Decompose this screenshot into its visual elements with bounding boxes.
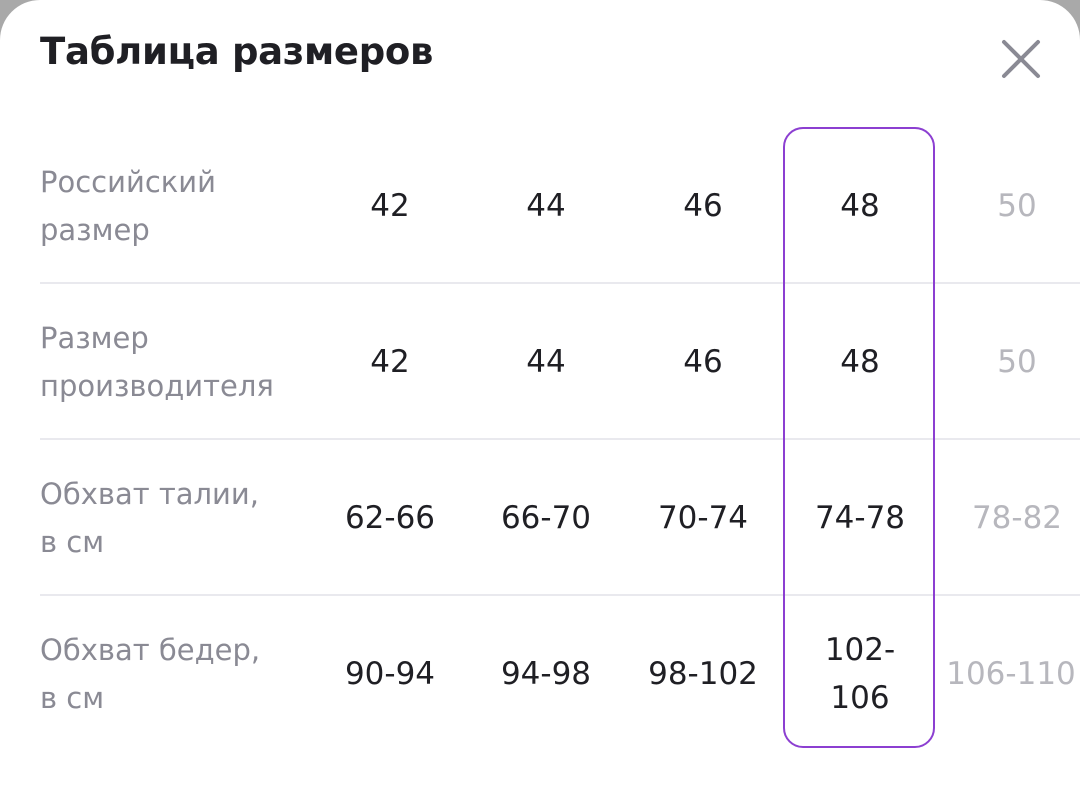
size-table: Российский размер 42 44 46 48 50 Размер …	[0, 128, 1080, 752]
table-cell[interactable]: 46	[683, 344, 723, 380]
table-cell[interactable]: 46	[683, 188, 723, 224]
table-cell-selected[interactable]: 48	[840, 188, 880, 224]
table-cell[interactable]: 90-94	[344, 656, 436, 692]
row-divider	[40, 438, 1080, 440]
close-button[interactable]	[996, 34, 1046, 84]
selected-size-column[interactable]	[783, 127, 935, 748]
table-cell-selected[interactable]: 102- 106	[824, 632, 896, 716]
row-label: Обхват бедер, в см	[40, 633, 261, 715]
row-divider	[40, 282, 1080, 284]
row-divider	[40, 594, 1080, 596]
table-cell[interactable]: 50	[997, 344, 1037, 380]
table-cell[interactable]: 44	[526, 344, 566, 380]
row-label: Размер производителя	[40, 321, 274, 403]
table-cell-selected[interactable]: 48	[840, 344, 880, 380]
modal-title: Таблица размеров	[40, 30, 434, 73]
table-row-russian-size: Российский размер 42 44 46 48 50	[0, 128, 1080, 284]
table-cell[interactable]: 62-66	[344, 500, 436, 536]
table-cell[interactable]: 98-102	[648, 656, 758, 692]
table-cell[interactable]: 66-70	[500, 500, 592, 536]
table-cell[interactable]: 44	[526, 188, 566, 224]
row-label: Обхват талии, в см	[40, 477, 259, 559]
table-row-hips: Обхват бедер, в см 90-94 94-98 98-102 10…	[0, 596, 1080, 752]
close-icon	[1002, 40, 1040, 78]
table-cell-selected[interactable]: 74-78	[814, 500, 906, 536]
table-cell[interactable]: 50	[997, 188, 1037, 224]
table-cell[interactable]: 94-98	[500, 656, 592, 692]
table-cell[interactable]: 42	[370, 344, 410, 380]
table-cell[interactable]: 106-110	[946, 656, 1076, 692]
table-cell[interactable]: 78-82	[971, 500, 1063, 536]
table-cell[interactable]: 70-74	[657, 500, 749, 536]
row-label: Российский размер	[40, 165, 216, 247]
table-row-waist: Обхват талии, в см 62-66 66-70 70-74 74-…	[0, 440, 1080, 596]
table-cell[interactable]: 42	[370, 188, 410, 224]
table-row-manufacturer-size: Размер производителя 42 44 46 48 50	[0, 284, 1080, 440]
